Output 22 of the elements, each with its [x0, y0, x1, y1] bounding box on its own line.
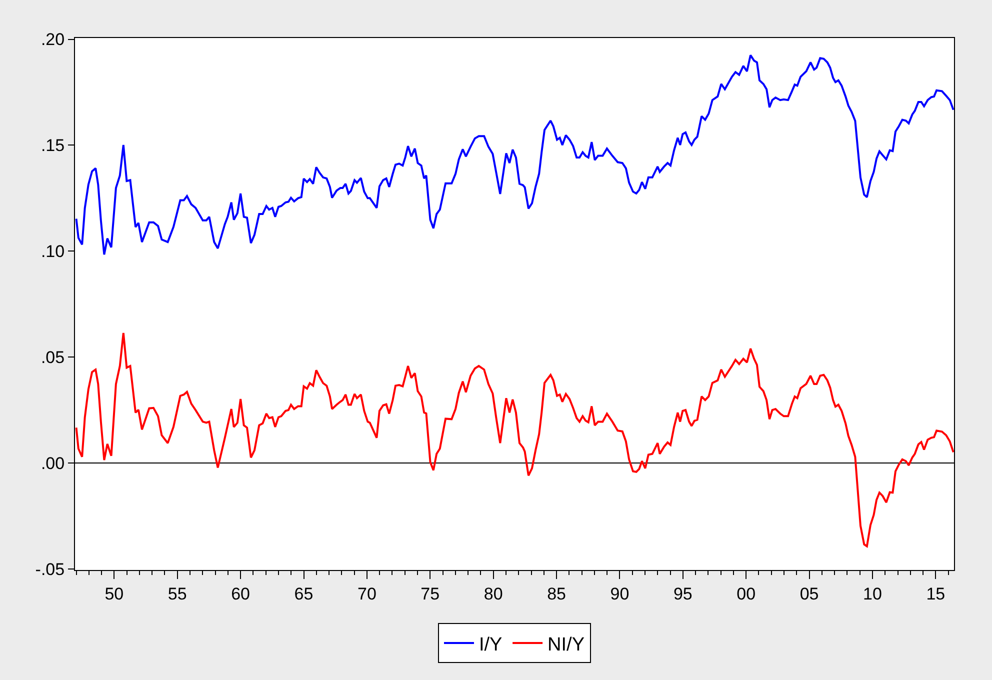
legend-label: I/Y	[479, 634, 503, 656]
x-tick-label: 05	[800, 584, 819, 604]
y-tick-label: .10	[40, 242, 65, 262]
y-tick-label: .05	[40, 348, 65, 368]
x-tick-label: 50	[104, 584, 124, 604]
x-tick-label: 60	[231, 584, 250, 604]
x-tick-label: 10	[863, 584, 882, 604]
y-tick-label: -.05	[35, 560, 65, 579]
legend-label: NI/Y	[548, 634, 585, 656]
y-tick-label: .15	[40, 136, 65, 156]
x-tick-label: 80	[484, 584, 503, 604]
x-tick-label: 15	[926, 584, 946, 604]
y-tick-label: .20	[40, 30, 65, 50]
x-tick-label: 75	[420, 584, 440, 604]
x-tick-label: 90	[610, 584, 630, 604]
x-tick-label: 65	[294, 584, 314, 604]
y-tick-label: .00	[40, 454, 65, 473]
x-tick-label: 85	[547, 584, 566, 604]
x-tick-label: 95	[673, 584, 692, 604]
x-tick-label: 55	[168, 584, 187, 604]
x-tick-label: 00	[736, 584, 756, 604]
x-tick-label: 70	[357, 584, 376, 604]
